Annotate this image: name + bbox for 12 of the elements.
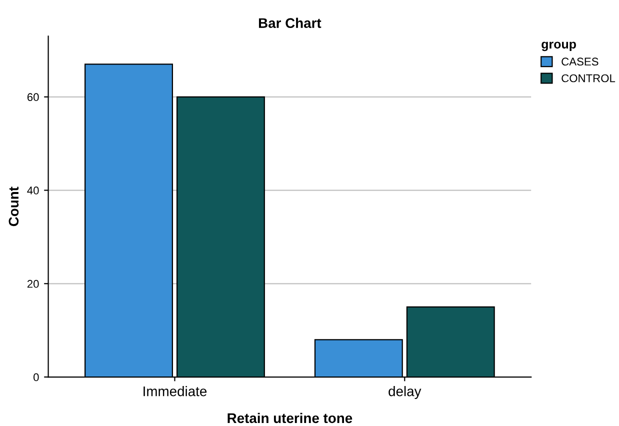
y-tick-label: 20 (27, 280, 39, 288)
y-tick-label: 0 (34, 373, 39, 382)
y-tick-label: 40 (27, 186, 39, 194)
x-axis-title: Retain uterine tone (228, 412, 352, 424)
y-axis-title: Count (8, 186, 19, 226)
legend-title: group (542, 42, 576, 52)
legend-label: CONTROL (562, 74, 616, 82)
x-tick-label: delay (388, 386, 422, 399)
legend-label: CASES (562, 58, 598, 66)
y-tick-label: 60 (27, 93, 39, 102)
chart-title: Bar Chart (258, 18, 322, 28)
x-tick-label: Immediate (144, 386, 207, 396)
